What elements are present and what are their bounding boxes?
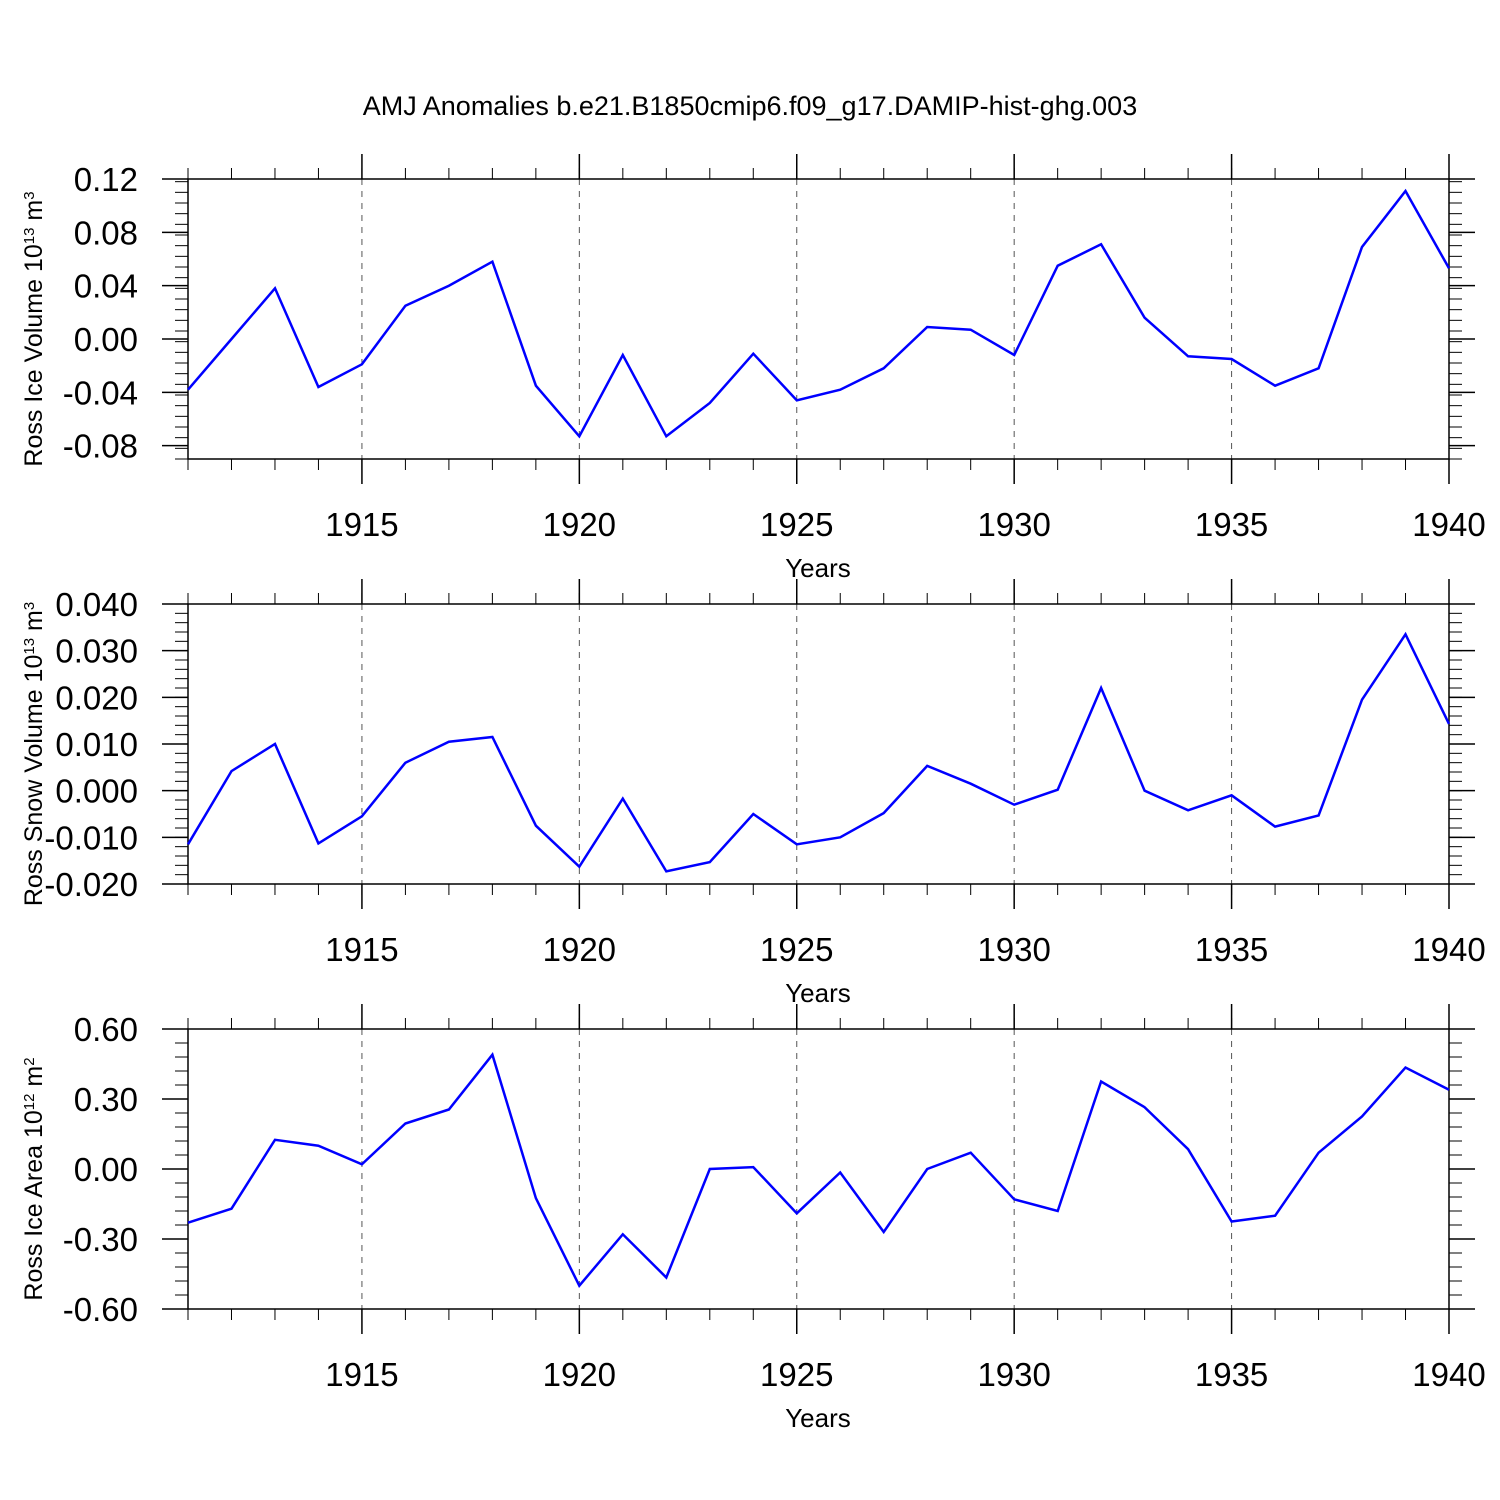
y-axis-title-superscript: 13: [21, 228, 38, 245]
series-line: [187, 188, 1451, 439]
y-axis-title-part: m: [20, 610, 48, 638]
y-tick-label: 0.00: [74, 321, 138, 358]
y-tick-label: 0.00: [74, 1151, 138, 1188]
x-tick-label: 1935: [1195, 1356, 1268, 1393]
x-tick-label: 1935: [1195, 931, 1268, 968]
y-axis-title-superscript: 13: [21, 638, 38, 655]
x-tick-label: 1940: [1412, 506, 1485, 543]
y-axis-title-part: m: [20, 200, 48, 228]
y-tick-label: -0.010: [44, 819, 138, 856]
x-tick-label: 1920: [543, 1356, 616, 1393]
x-tick-label: 1930: [977, 1356, 1050, 1393]
x-axis-title: Years: [785, 1403, 851, 1433]
x-tick-label: 1920: [543, 931, 616, 968]
y-axis-title-superscript: 2: [21, 1057, 38, 1065]
y-tick-label: 0.30: [74, 1081, 138, 1118]
x-tick-label: 1930: [977, 506, 1050, 543]
x-tick-label: 1930: [977, 931, 1050, 968]
y-tick-label: -0.30: [63, 1221, 138, 1258]
x-tick-label: 1920: [543, 506, 616, 543]
y-axis-title-part: Ross Ice Area 10: [20, 1110, 48, 1300]
x-axis-title: Years: [785, 978, 851, 1008]
y-axis-title: Ross Ice Volume 1013 m3: [20, 191, 48, 466]
y-axis-title-part: Ross Ice Volume 10: [20, 244, 48, 466]
x-tick-label: 1925: [760, 1356, 833, 1393]
y-tick-label: 0.030: [55, 633, 138, 670]
y-tick-label: 0.12: [74, 161, 138, 198]
y-axis-title-superscript: 12: [21, 1094, 38, 1111]
y-axis-title-superscript: 3: [21, 191, 38, 199]
y-tick-label: -0.020: [44, 866, 138, 903]
y-tick-label: 0.000: [55, 773, 138, 810]
chart-panel-2: 1915 1920 1925 1930 1935 1940 -0.020 -0.010 0.00…: [20, 579, 1486, 1008]
x-tick-label: 1925: [760, 506, 833, 543]
x-tick-label: 1935: [1195, 506, 1268, 543]
y-tick-label: 0.08: [74, 214, 138, 251]
y-tick-label: -0.60: [63, 1291, 138, 1328]
y-axis-title: Ross Ice Area 1012 m2: [20, 1057, 48, 1300]
y-axis-title-part: m: [20, 1066, 48, 1094]
y-tick-label: 0.040: [55, 586, 138, 623]
y-tick-label: 0.010: [55, 726, 138, 763]
y-axis-title: Ross Snow Volume 1013 m3: [20, 602, 48, 906]
x-tick-label: 1915: [325, 506, 398, 543]
chart-title: AMJ Anomalies b.e21.B1850cmip6.f09_g17.D…: [363, 91, 1137, 121]
x-axis-title: Years: [785, 553, 851, 583]
chart-panel-1: 1915 1920 1925 1930 1935 1940 -0.08 -0.04 0.00 0.…: [20, 154, 1486, 583]
x-tick-label: 1925: [760, 931, 833, 968]
y-axis-title-part: Ross Snow Volume 10: [20, 655, 48, 907]
plot-frame: [187, 178, 1450, 460]
x-tick-label: 1940: [1412, 1356, 1485, 1393]
y-axis-title-superscript: 3: [21, 602, 38, 610]
x-tick-label: 1940: [1412, 931, 1485, 968]
x-tick-label: 1915: [325, 1356, 398, 1393]
chart-panel-3: 1915 1920 1925 1930 1935 1940 -0.60 -0.30 0.00 0.…: [20, 1004, 1486, 1433]
y-tick-label: -0.08: [63, 428, 138, 465]
y-tick-label: 0.60: [74, 1011, 138, 1048]
series-line: [187, 1052, 1450, 1288]
plot-frame: [187, 1028, 1450, 1310]
series-line: [186, 631, 1451, 873]
y-tick-label: 0.04: [74, 268, 138, 305]
y-tick-label: 0.020: [55, 679, 138, 716]
y-tick-label: -0.04: [63, 374, 138, 411]
x-tick-label: 1915: [325, 931, 398, 968]
